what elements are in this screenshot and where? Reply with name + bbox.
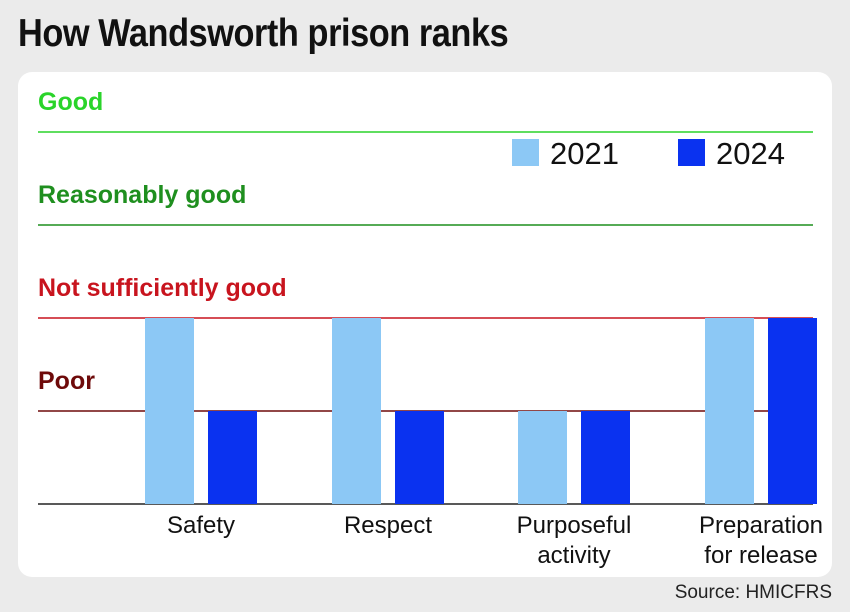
level-label: Good xyxy=(38,88,103,116)
bar-2021 xyxy=(332,318,381,504)
legend-label: 2024 xyxy=(716,136,785,171)
level-label: Reasonably good xyxy=(38,181,246,209)
chart-title: How Wandsworth prison ranks xyxy=(18,12,509,55)
category-label: Purposeful xyxy=(517,512,632,539)
bar-2024 xyxy=(768,318,817,504)
bar-2024 xyxy=(395,411,444,504)
legend-label: 2021 xyxy=(550,136,619,171)
legend-swatch-2024 xyxy=(678,139,705,166)
bar-2021 xyxy=(518,411,567,504)
level-label: Not sufficiently good xyxy=(38,274,287,302)
category-label: Respect xyxy=(344,512,432,539)
bar-chart: Poor Not sufficiently good Reasonably good… xyxy=(38,88,823,569)
bar-2021 xyxy=(145,318,194,504)
bar-2021 xyxy=(705,318,754,504)
bar-2024 xyxy=(208,411,257,504)
source-note: Source: HMICFRS xyxy=(674,582,832,603)
legend-swatch-2021 xyxy=(512,139,539,166)
category-label: for release xyxy=(704,542,817,569)
category-label: activity xyxy=(537,542,610,569)
category-label: Preparation xyxy=(699,512,823,539)
category-label: Safety xyxy=(167,512,235,539)
chart-panel: Poor Not sufficiently good Reasonably good… xyxy=(18,72,832,577)
bar-2024 xyxy=(581,411,630,504)
level-label: Poor xyxy=(38,367,95,395)
